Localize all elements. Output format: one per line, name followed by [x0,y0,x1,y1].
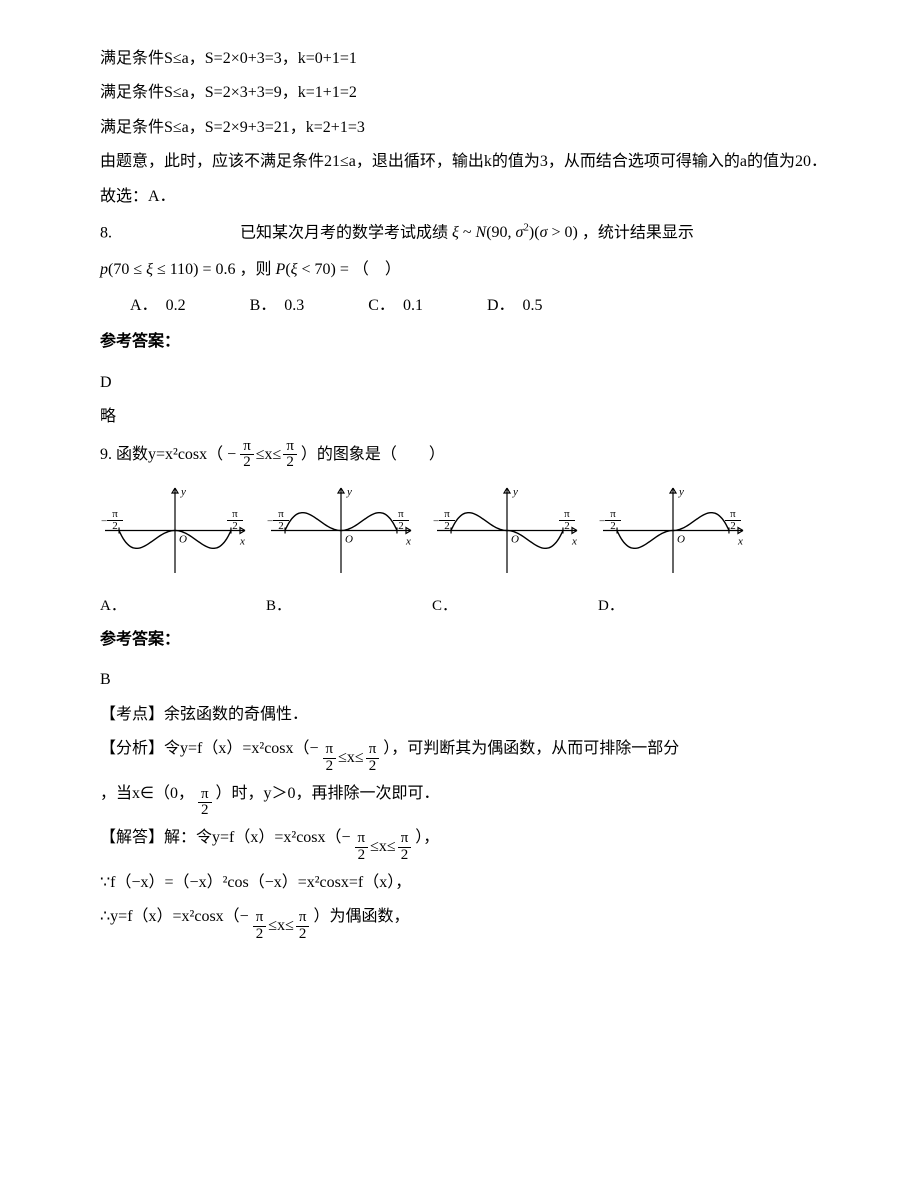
q8-text-c: ，则 [240,261,272,278]
q8-options: A．0.2 B．0.3 C．0.1 D．0.5 [130,291,830,321]
q7-line-4: 由题意，此时，应该不满足条件21≤a，退出循环，输出k的值为3，从而结合选项可得… [100,147,830,177]
svg-text:x: x [737,536,743,548]
q9-opt-D-label: D． [598,592,624,621]
q9-number: 9. [100,446,112,463]
svg-text:O: O [179,534,187,546]
svg-text:O: O [677,534,685,546]
q9-answer: B [100,665,830,695]
svg-text:x: x [571,536,577,548]
q8-formula-1: ξ ~ N(90, σ2)(σ > 0) [452,224,582,241]
q8-answer-heading: 参考答案： [100,327,830,357]
q7-line-1: 满足条件S≤a，S=2×0+3=3，k=0+1=1 [100,44,830,74]
svg-text:y: y [346,486,352,498]
q9-answer-heading: 参考答案： [100,625,830,655]
q8-answer: D [100,368,830,398]
q9-jieda-line2: ∵f（−x）=（−x）²cos（−x）=x²cosx=f（x）， [100,868,830,898]
q8-opt-B: 0.3 [284,297,304,314]
q9-opt-A-label: A． [100,592,126,621]
q8-text-a: 已知某次月考的数学考试成绩 [240,224,448,241]
q8-opt-A: 0.2 [166,297,186,314]
svg-text:x: x [239,536,245,548]
svg-text:O: O [345,534,353,546]
svg-text:O: O [511,534,519,546]
svg-text:x: x [405,536,411,548]
q8-stem-line2: p(70 ≤ ξ ≤ 110) = 0.6 ，则 P(ξ < 70) = （ ） [100,255,830,285]
q7-line-3: 满足条件S≤a，S=2×9+3=21，k=2+1=3 [100,113,830,143]
q7-line-2: 满足条件S≤a，S=2×3+3=9，k=1+1=2 [100,78,830,108]
q9-opt-C: y x O − π2 π2 C． [432,483,582,621]
q9-fenxi-line1: 【分析】令y=f（x）=x²cosx（− π2 ≤x≤ π2 ），可判断其为偶函… [100,734,830,775]
q8-formula-3: P(ξ < 70) = [276,261,353,278]
q7-line-5: 故选：A． [100,182,830,212]
q8-text-b: ，统计结果显示 [582,224,694,241]
q9-opt-B-label: B． [266,592,291,621]
q8-formula-2: p(70 ≤ ξ ≤ 110) = 0.6 [100,261,240,278]
q9-jieda-line3: ∴y=f（x）=x²cosx（− π2 ≤x≤ π2 ）为偶函数， [100,902,830,943]
q9-opt-B: y x O − π2 π2 B． [266,483,416,621]
q8-opt-D: 0.5 [523,297,543,314]
q9-opt-D: y x O − π2 π2 D． [598,483,748,621]
svg-text:y: y [512,486,518,498]
q8-omit: 略 [100,402,830,432]
q8-stem-line1: 8. 已知某次月考的数学考试成绩 ξ ~ N(90, σ2)(σ > 0) ，统… [100,218,830,249]
q9-kaodian: 【考点】余弦函数的奇偶性． [100,700,830,730]
q8-paren: （ ） [353,261,401,278]
svg-text:y: y [678,486,684,498]
q9-options-row: y x O − π2 π2 A． y x O − [100,483,830,621]
q8-number: 8. [100,224,112,241]
q9-opt-A: y x O − π2 π2 A． [100,483,250,621]
q9-stem: 9. 函数y=x²cosx（ −π2 ≤x≤ π2 ）的图象是（ ） [100,439,830,472]
q9-fenxi-line2: ，当x∈（0， π2 ）时，y＞0，再排除一次即可． [100,779,830,820]
q9-opt-C-label: C． [432,592,457,621]
q9-text-b: ）的图象是（ ） [301,446,445,463]
q9-range: −π2 ≤x≤ π2 [227,439,297,472]
q8-opt-C: 0.1 [403,297,423,314]
svg-text:y: y [180,486,186,498]
q9-text-a: 函数y=x²cosx（ [116,446,223,463]
q9-jieda-line1: 【解答】解：令y=f（x）=x²cosx（− π2 ≤x≤ π2 ）， [100,823,830,864]
